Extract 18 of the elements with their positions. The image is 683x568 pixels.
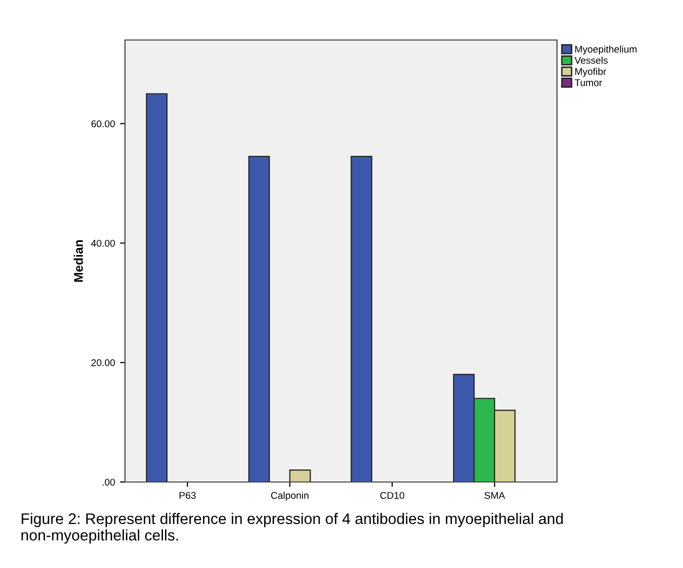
y-tick-label: 40.00 (91, 240, 115, 247)
bar (146, 93, 168, 482)
legend-label: Vessels (574, 56, 608, 64)
y-axis-title: Median (74, 240, 83, 282)
legend-label: Tumor (574, 79, 602, 86)
legend-label: Myofibr (575, 68, 606, 77)
x-tick-label: P63 (180, 492, 196, 499)
bar (350, 156, 372, 482)
bar (289, 470, 311, 482)
caption: Figure 2: Represent difference in expression of 4 antibodies in myoepithelial and non-myoepithelial cells. (22, 512, 563, 544)
y-tick-label: 20.00 (91, 359, 115, 366)
x-tick-label: SMA (484, 492, 506, 499)
y-tick-label: 60.00 (91, 120, 115, 128)
legend-label: Myoepithelium (575, 45, 637, 55)
x-tick-label: Calponin (271, 492, 308, 501)
x-tick-label: CD10 (380, 492, 404, 499)
y-tick-label: .00 (102, 478, 115, 486)
bar (248, 156, 270, 482)
